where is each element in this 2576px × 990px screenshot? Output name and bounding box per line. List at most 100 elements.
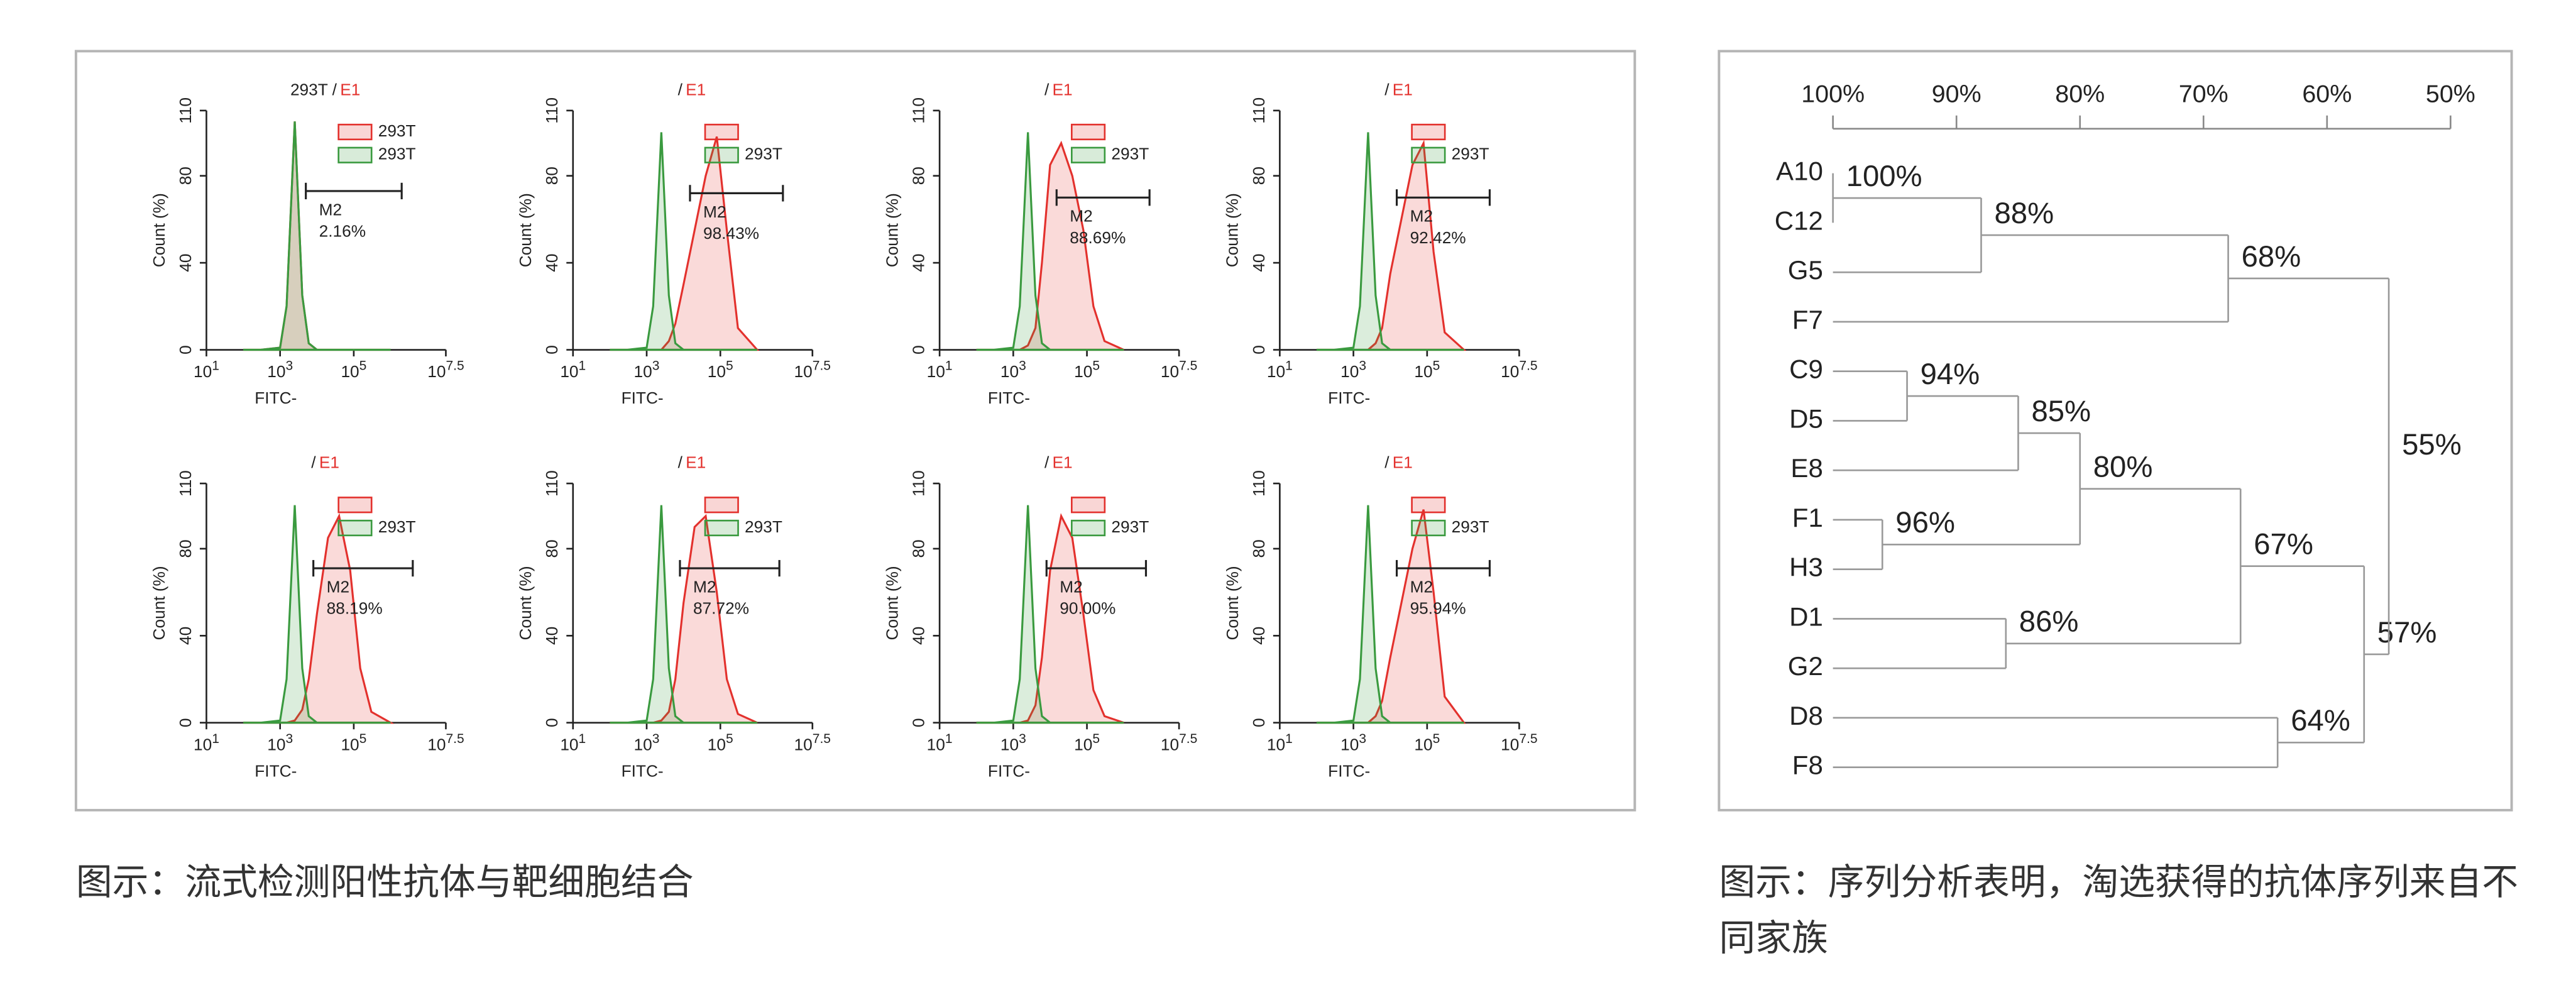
- gate-name: M2: [693, 578, 716, 597]
- y-tick-label: 110: [176, 97, 195, 124]
- x-tick-base: 10: [1000, 735, 1019, 754]
- x-tick-exponent: 7.5: [1179, 358, 1197, 373]
- y-tick-label: 80: [542, 167, 561, 185]
- x-tick-label: 107.5: [1161, 358, 1197, 381]
- x-tick-exponent: 5: [1433, 358, 1440, 373]
- gate-percent: 2.16%: [319, 221, 366, 240]
- gate-name: M2: [319, 200, 342, 219]
- x-tick-exponent: 3: [285, 732, 293, 746]
- title-text: /: [1384, 80, 1389, 99]
- x-tick-base: 10: [194, 735, 212, 754]
- x-tick-base: 10: [1161, 362, 1179, 381]
- histogram-curve: [610, 136, 760, 351]
- x-axis-label: FITC-: [1328, 388, 1370, 407]
- x-tick-label: 103: [634, 732, 660, 754]
- y-axis-label: Count (%): [882, 566, 901, 640]
- leaf-label: D1: [1789, 602, 1823, 631]
- gate-name: M2: [1070, 207, 1092, 226]
- similarity-label: 80%: [2093, 451, 2153, 484]
- x-tick-label: 107.5: [794, 732, 831, 754]
- x-tick-exponent: 7.5: [1179, 732, 1197, 746]
- y-tick-label: 0: [176, 718, 195, 727]
- x-tick-label: 101: [194, 732, 219, 754]
- histogram-curve: [976, 132, 1124, 351]
- x-tick-base: 10: [267, 735, 285, 754]
- x-tick-label: 103: [267, 358, 293, 381]
- title-highlight: E1: [1053, 453, 1073, 472]
- x-tick-base: 10: [634, 362, 652, 381]
- x-tick-exponent: 5: [1433, 732, 1440, 746]
- x-tick-base: 10: [1074, 735, 1092, 754]
- x-tick-label: 103: [634, 358, 660, 381]
- x-axis-label: FITC-: [255, 761, 297, 780]
- x-tick-exponent: 3: [1019, 732, 1026, 746]
- title-highlight: E1: [340, 80, 360, 99]
- leaf-label: F7: [1792, 305, 1823, 334]
- x-tick-base: 10: [1414, 362, 1432, 381]
- y-tick-label: 40: [176, 253, 195, 272]
- panel-title: / E1: [1044, 453, 1073, 472]
- x-tick-label: 101: [927, 732, 953, 754]
- x-tick-label: 107.5: [1161, 732, 1197, 754]
- legend-swatch: [704, 497, 739, 514]
- gate-name: M2: [1060, 578, 1082, 597]
- y-tick-label: 40: [1249, 253, 1268, 272]
- leaf-label: H3: [1789, 553, 1823, 582]
- scale-label: 60%: [2302, 80, 2352, 108]
- title-text: /: [1044, 80, 1050, 99]
- x-tick-base: 10: [1340, 735, 1359, 754]
- x-tick-label: 107.5: [1501, 732, 1537, 754]
- leaf-label: F8: [1792, 751, 1823, 780]
- title-highlight: E1: [686, 80, 706, 99]
- y-tick-label: 0: [909, 718, 928, 727]
- x-tick-label: 103: [1000, 732, 1026, 754]
- y-tick-label: 0: [176, 345, 195, 355]
- x-tick-exponent: 5: [359, 732, 367, 746]
- caption: 图示：流式检测阳性抗体与靶细胞结合: [75, 862, 694, 905]
- x-tick-label: 105: [1074, 358, 1100, 381]
- x-tick-exponent: 5: [1092, 732, 1100, 746]
- y-tick-label: 80: [1249, 167, 1268, 185]
- gate-name: M2: [1410, 207, 1433, 226]
- x-axis-label: FITC-: [255, 388, 297, 407]
- x-tick-base: 10: [560, 362, 578, 381]
- y-tick-label: 80: [909, 539, 928, 558]
- x-tick-exponent: 3: [285, 358, 293, 373]
- legend-label: 293T: [378, 145, 416, 163]
- x-tick-exponent: 1: [212, 732, 219, 746]
- x-tick-exponent: 7.5: [1519, 358, 1537, 373]
- x-tick-exponent: 1: [945, 732, 953, 746]
- leaf-label: E8: [1790, 453, 1822, 483]
- legend-swatch: [1411, 123, 1446, 141]
- x-tick-base: 10: [1074, 362, 1092, 381]
- panel-title: / E1: [311, 453, 339, 472]
- y-tick-label: 110: [909, 470, 928, 497]
- x-tick-label: 107.5: [427, 358, 464, 381]
- x-tick-label: 107.5: [427, 732, 464, 754]
- y-tick-label: 0: [542, 718, 561, 727]
- legend-swatch: [1070, 497, 1106, 514]
- x-tick-base: 10: [1340, 362, 1359, 381]
- x-tick-label: 101: [1267, 732, 1293, 754]
- x-tick-exponent: 1: [212, 358, 219, 373]
- x-tick-exponent: 3: [1019, 358, 1026, 373]
- x-tick-base: 10: [1501, 735, 1519, 754]
- x-tick-exponent: 5: [726, 358, 733, 373]
- leaf-label: G5: [1788, 255, 1823, 285]
- title-text: /: [1384, 453, 1389, 472]
- y-axis-label: Count (%): [516, 566, 535, 640]
- x-tick-base: 10: [341, 362, 359, 381]
- y-tick-label: 40: [176, 627, 195, 645]
- x-tick-exponent: 7.5: [446, 358, 464, 373]
- histogram-curve: [976, 513, 1124, 724]
- leaf-label: C12: [1775, 206, 1823, 235]
- similarity-label: 64%: [2291, 704, 2350, 737]
- x-tick-base: 10: [927, 735, 945, 754]
- panel-title: / E1: [1384, 80, 1413, 99]
- legend-label: 293T: [378, 517, 416, 536]
- legend-swatch: [337, 123, 373, 141]
- x-tick-base: 10: [708, 362, 726, 381]
- x-tick-base: 10: [927, 362, 945, 381]
- y-tick-label: 80: [1249, 539, 1268, 558]
